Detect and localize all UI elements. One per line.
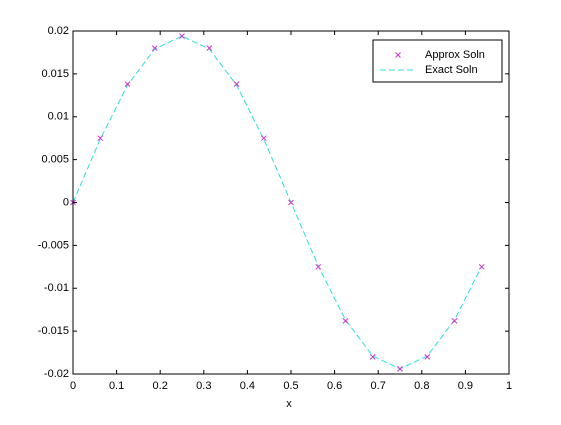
y-tick-label: -0.01 bbox=[44, 282, 69, 294]
x-ticks: 0 0.1 0.2 0.3 0.4 0.5 0.6 0.7 0.8 0.9 1 bbox=[70, 31, 512, 392]
data-point-approx-soln bbox=[478, 263, 485, 270]
legend-marker-approx bbox=[395, 52, 401, 58]
data-point-approx-soln bbox=[397, 366, 403, 372]
y-tick-label: 0.015 bbox=[41, 68, 69, 80]
data-point-approx-soln bbox=[315, 263, 322, 270]
data-point-approx-soln bbox=[124, 81, 131, 88]
legend-box bbox=[372, 39, 503, 83]
data-point-approx-soln bbox=[179, 33, 185, 39]
legend-entry-exact: Exact Soln bbox=[380, 64, 478, 76]
data-point-approx-soln bbox=[260, 135, 267, 142]
x-tick-label: 0.6 bbox=[327, 380, 342, 392]
y-tick-label: -0.005 bbox=[38, 239, 69, 251]
x-tick-label: 0.4 bbox=[240, 380, 255, 392]
x-tick-label: 0.5 bbox=[283, 380, 298, 392]
x-tick-label: 0.9 bbox=[458, 380, 473, 392]
y-tick-label: 0.02 bbox=[48, 25, 69, 37]
y-tick-label: 0.005 bbox=[41, 154, 69, 166]
x-tick-label: 0.1 bbox=[109, 380, 124, 392]
x-tick-label: 0.7 bbox=[371, 380, 386, 392]
data-point-approx-soln bbox=[206, 45, 213, 52]
data-point-approx-soln bbox=[424, 353, 431, 360]
legend-label-exact: Exact Soln bbox=[425, 64, 478, 76]
data-point-approx-soln bbox=[369, 353, 376, 360]
x-tick-label: 1 bbox=[506, 380, 512, 392]
legend-label-approx: Approx Soln bbox=[425, 49, 485, 61]
y-tick-label: 0 bbox=[63, 196, 69, 208]
x-tick-label: 0.8 bbox=[414, 380, 429, 392]
legend: Approx Soln Exact Soln bbox=[372, 39, 503, 83]
data-point-approx-soln bbox=[342, 317, 349, 324]
y-tick-label: -0.02 bbox=[44, 368, 69, 380]
data-point-approx-soln bbox=[97, 135, 104, 142]
data-point-approx-soln bbox=[233, 81, 240, 88]
data-point-approx-soln bbox=[451, 317, 458, 324]
x-tick-label: 0 bbox=[70, 380, 76, 392]
x-tick-label: 0.2 bbox=[153, 380, 168, 392]
y-tick-label: -0.015 bbox=[38, 325, 69, 337]
data-point-approx-soln bbox=[151, 45, 158, 52]
y-tick-label: 0.01 bbox=[48, 111, 69, 123]
series-layer bbox=[70, 33, 485, 372]
data-point-approx-soln bbox=[288, 199, 294, 206]
legend-entry-approx: Approx Soln bbox=[395, 49, 485, 61]
y-ticks: -0.02 -0.015 -0.01 -0.005 0 0.005 0.01 0.015 0.0… bbox=[38, 25, 509, 380]
x-axis-label: x bbox=[286, 398, 292, 410]
x-tick-label: 0.3 bbox=[196, 380, 211, 392]
